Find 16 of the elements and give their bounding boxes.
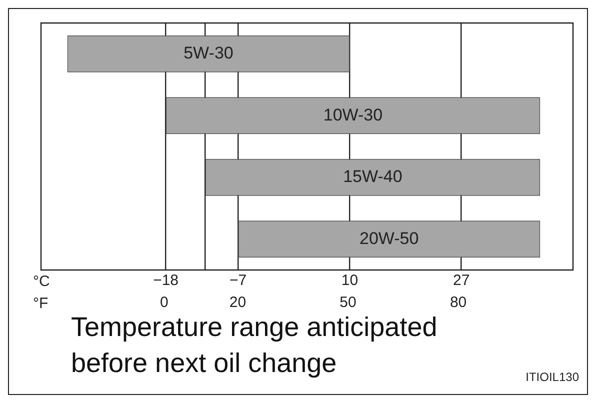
- text: ITIOIL130: [526, 370, 579, 384]
- text: Temperature range anticipated before next oil change: [71, 312, 438, 378]
- x-tick-label: −7: [229, 272, 247, 290]
- x-tick-label: −18: [153, 272, 179, 290]
- y-tick-label: 5W-30: [184, 44, 234, 63]
- x2-tick-label: 50: [340, 294, 356, 312]
- x2-tick-label: 0: [160, 294, 168, 312]
- x2-axis-title: °F: [33, 295, 48, 312]
- x2-tick-label: 80: [450, 294, 467, 312]
- x-tick-label: 27: [453, 272, 470, 290]
- y-tick-label: 10W-30: [323, 105, 383, 124]
- x-axis-title: °C: [33, 273, 50, 290]
- y-tick-label: 15W-40: [343, 167, 402, 186]
- y-tick-label: 20W-50: [359, 228, 419, 248]
- x-tick-label: 10: [341, 272, 358, 290]
- x2-tick-label: 20: [229, 294, 246, 312]
